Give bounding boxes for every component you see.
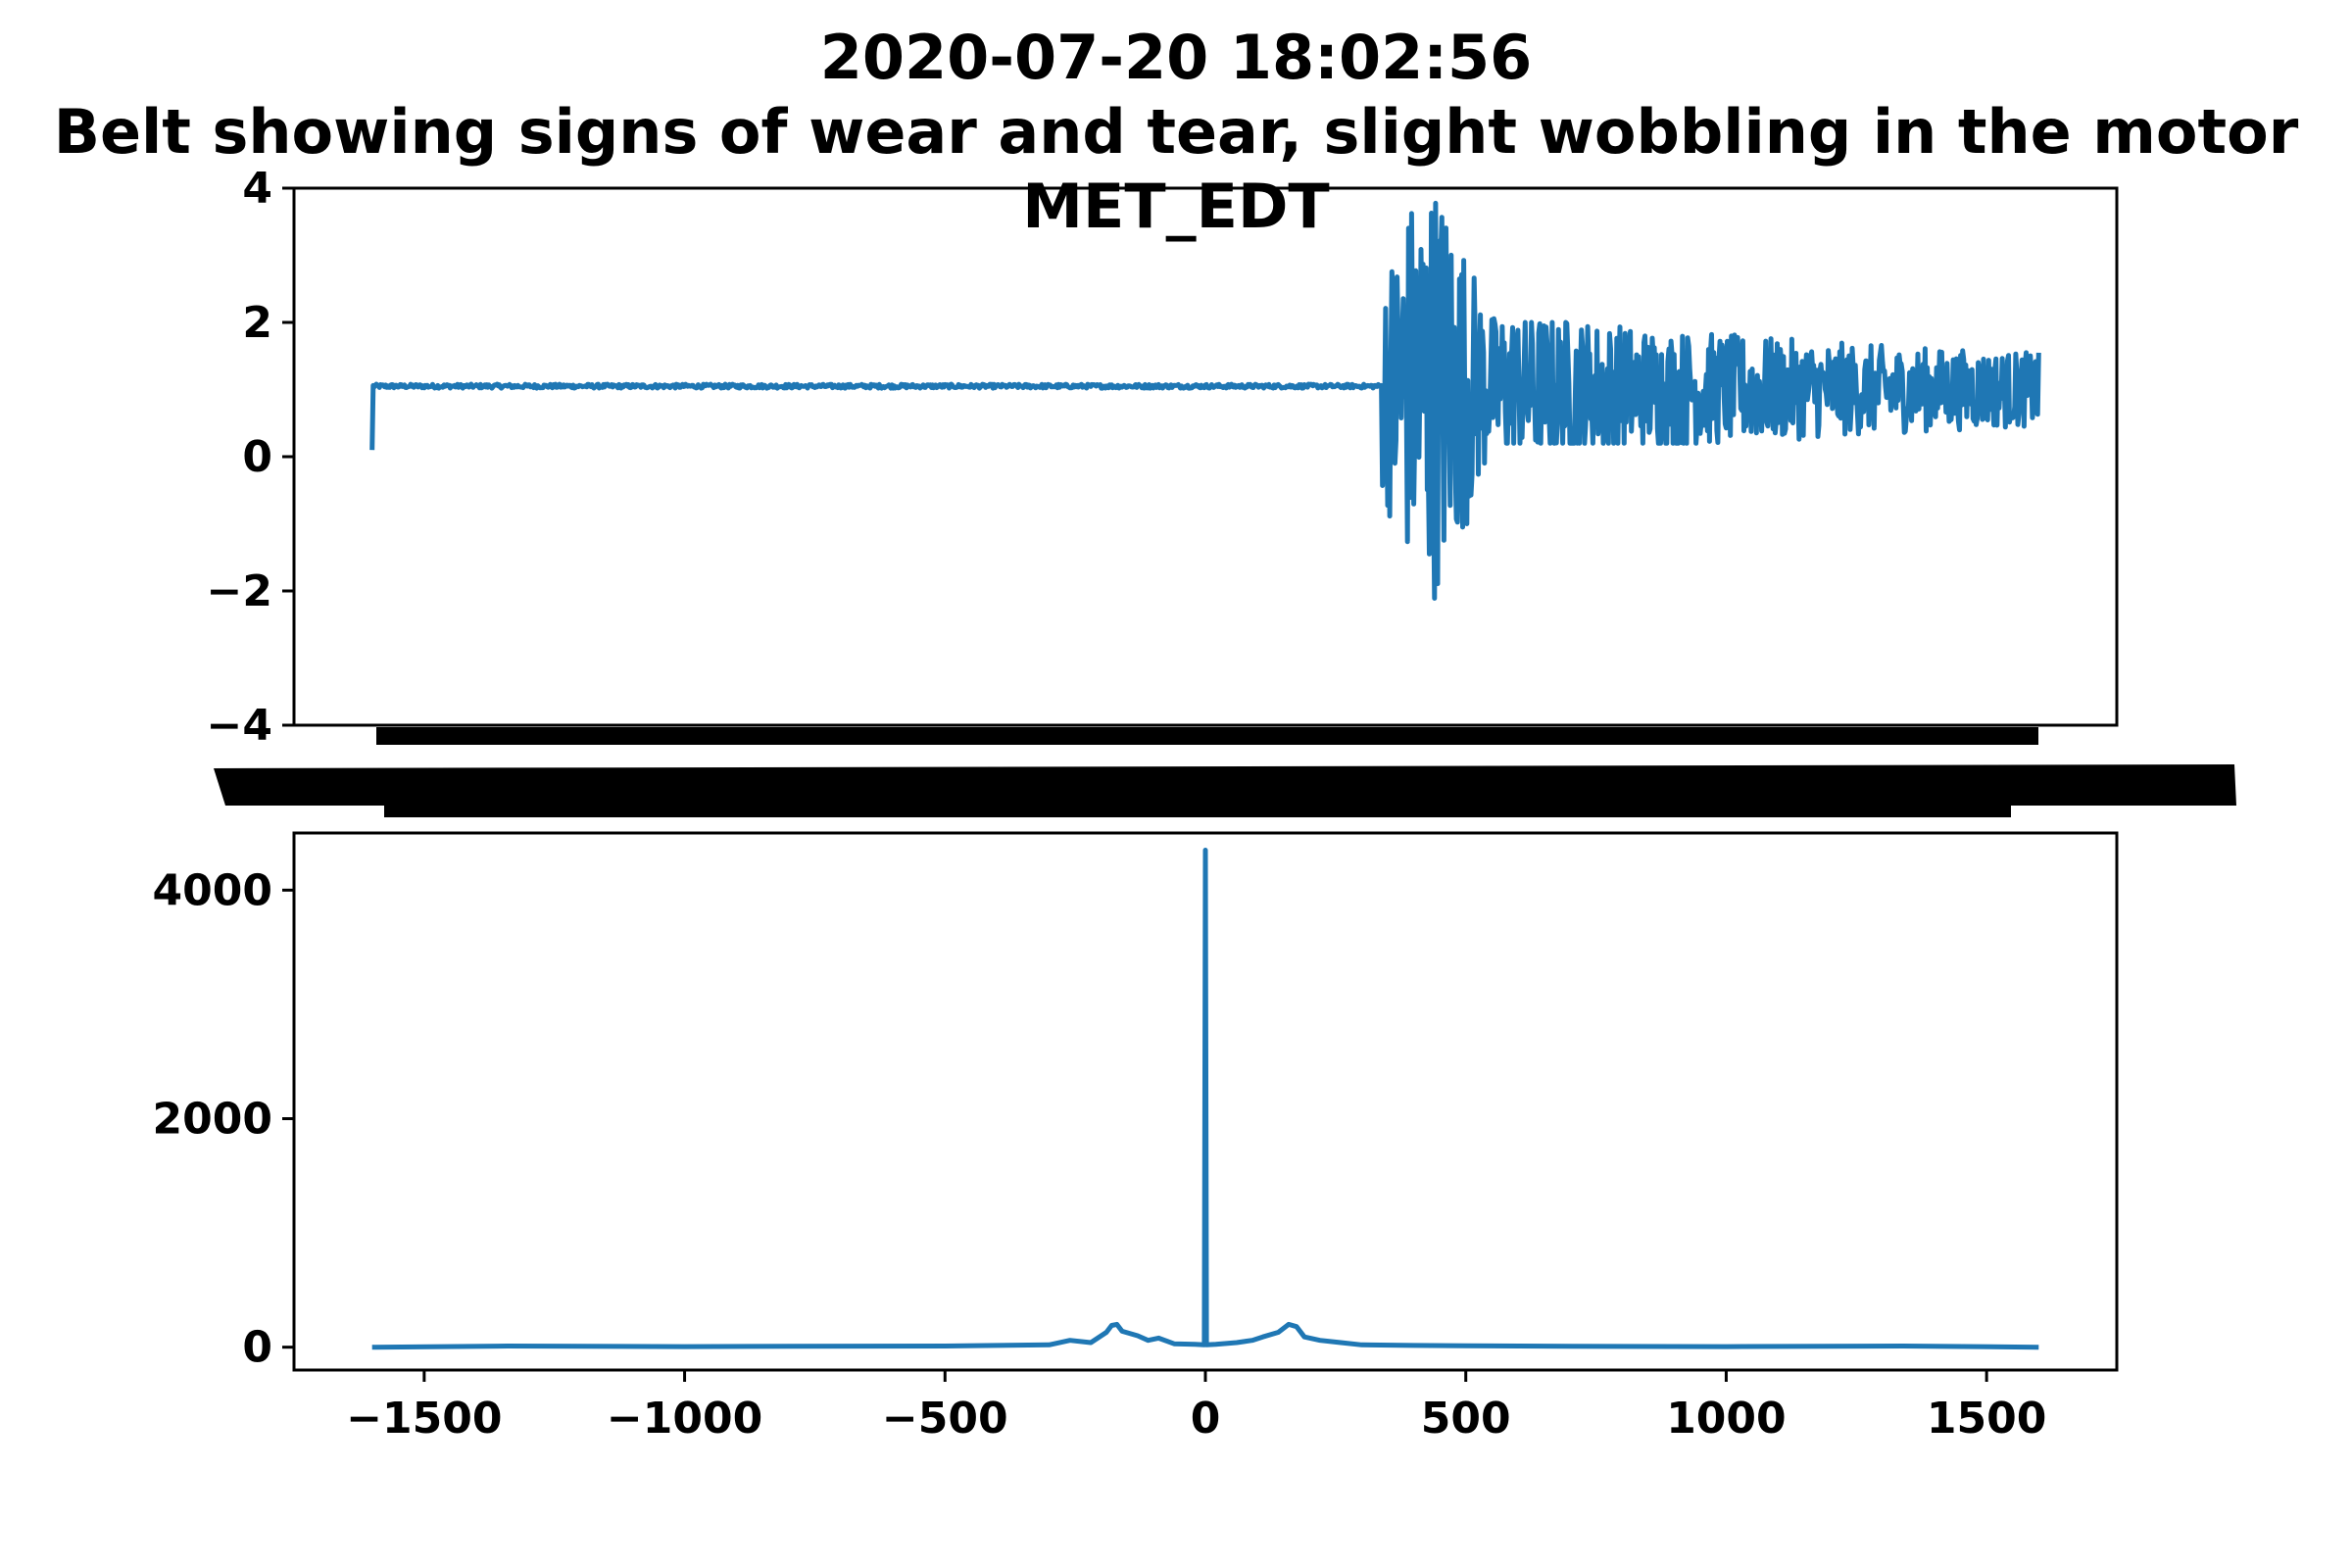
x-tick-label: 500 [1421, 1394, 1511, 1444]
x-tick-label: −1000 [607, 1394, 762, 1444]
time-signal-frame [292, 186, 2119, 727]
y-tick-label: 0 [242, 432, 272, 482]
x-tick-label: −500 [882, 1394, 1008, 1444]
y-tick-label: −2 [207, 566, 272, 616]
x-tick-label: 0 [1191, 1394, 1221, 1444]
x-tick-label: 1000 [1666, 1394, 1786, 1444]
spectrum-line [371, 848, 2039, 1350]
spectrum-axes: 0 2000 4000 −1500 −1000 −500 0 500 1000 1500 [153, 831, 2119, 1444]
overlapping-x-tick-labels [214, 727, 2236, 817]
y-tick-label: 2000 [153, 1094, 272, 1144]
overlap-label-row-2 [214, 764, 2236, 806]
y-tick-label: 2 [242, 298, 272, 348]
time-signal-line [369, 200, 2041, 601]
y-tick-label: −4 [207, 701, 272, 751]
time-signal-axes: 4 2 0 −2 −4 [207, 164, 2119, 751]
y-tick-label: 4000 [153, 865, 272, 915]
overlap-label-row-3 [384, 796, 2011, 817]
chart-title-line-2: Belt showing signs of wear and tear, sli… [53, 96, 2299, 168]
overlap-label-row-1 [376, 727, 2038, 745]
chart-title-line-3: MET_EDT [1022, 171, 1330, 242]
x-tick-label: −1500 [346, 1394, 502, 1444]
x-tick-label: 1500 [1927, 1394, 2046, 1444]
y-tick-label: 0 [242, 1323, 272, 1373]
y-tick-label: 4 [242, 164, 272, 214]
chart-title-line-1: 2020-07-20 18:02:56 [819, 22, 1533, 93]
